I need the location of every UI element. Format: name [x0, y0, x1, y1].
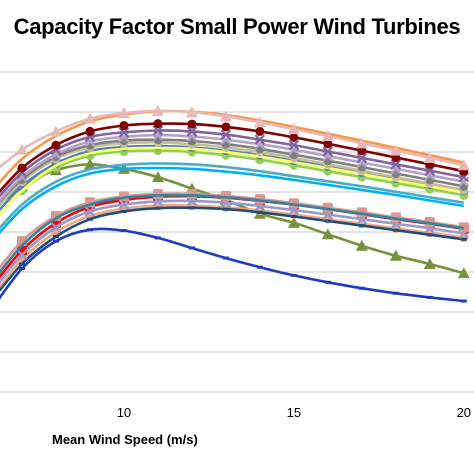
data-point [120, 209, 127, 213]
x-axis-label: Mean Wind Speed (m/s) [52, 432, 198, 447]
data-point [321, 228, 334, 240]
data-point [290, 214, 297, 218]
series-0 [0, 227, 467, 303]
data-point [17, 174, 27, 184]
data-point [321, 130, 334, 141]
data-point [220, 129, 232, 140]
data-point [323, 139, 333, 149]
data-point [18, 262, 25, 266]
data-point [120, 229, 127, 233]
series-9 [0, 166, 465, 235]
data-point [118, 199, 130, 210]
data-point [290, 273, 297, 277]
series-8 [0, 162, 465, 230]
data-point [256, 210, 263, 214]
data-point [186, 126, 198, 137]
data-point [358, 224, 365, 228]
series-line [0, 162, 465, 230]
data-point [18, 267, 25, 271]
data-point [322, 146, 334, 157]
data-point [85, 126, 95, 136]
data-point [86, 228, 93, 232]
data-point [256, 265, 263, 269]
series-line [0, 193, 464, 274]
data-point [187, 119, 197, 129]
data-point [457, 159, 470, 171]
data-point [117, 107, 130, 119]
data-point [185, 106, 198, 118]
data-point [152, 125, 164, 136]
x-tick-label: 20 [457, 405, 471, 420]
data-point [392, 228, 399, 232]
data-point [423, 151, 436, 163]
data-point [389, 144, 402, 156]
data-point [253, 116, 266, 128]
series-15 [0, 129, 470, 203]
data-point [289, 132, 299, 142]
data-point [221, 122, 231, 132]
data-point [83, 112, 96, 124]
series-lines [0, 104, 470, 303]
data-point [52, 235, 59, 239]
data-point [153, 119, 163, 129]
data-point [426, 295, 433, 299]
data-point [49, 125, 62, 137]
data-point [355, 137, 368, 149]
series-19 [0, 104, 470, 171]
series-4 [0, 206, 467, 293]
data-point [222, 256, 229, 260]
data-point [222, 207, 229, 211]
data-point [254, 134, 266, 145]
data-point [324, 219, 331, 223]
series-5 [0, 195, 470, 283]
data-point [423, 258, 436, 269]
data-point [15, 143, 28, 155]
data-point [219, 110, 232, 122]
data-point [119, 120, 129, 130]
data-point [287, 123, 300, 135]
x-tick-labels: 10 15 20 [117, 405, 471, 420]
data-point [118, 127, 130, 138]
data-point [389, 249, 402, 261]
data-point [51, 140, 61, 150]
data-point [355, 239, 368, 251]
series-12 [0, 146, 465, 216]
data-point [16, 249, 28, 261]
data-point [287, 216, 300, 228]
data-point [52, 239, 59, 243]
data-point [390, 159, 402, 170]
data-point [255, 126, 265, 136]
data-point [154, 206, 161, 210]
data-point [17, 163, 27, 173]
data-point [50, 222, 62, 233]
data-point [426, 233, 433, 237]
series-line [0, 166, 465, 235]
data-point [358, 286, 365, 290]
data-point [392, 291, 399, 295]
data-point [188, 206, 195, 210]
data-point [83, 158, 96, 170]
data-point [154, 236, 161, 240]
series-line [0, 146, 465, 216]
data-point [84, 206, 96, 217]
data-point [324, 280, 331, 284]
data-point [460, 299, 467, 303]
data-point [151, 171, 164, 183]
data-point [357, 146, 367, 156]
series-7 [0, 193, 464, 274]
chart-title: Capacity Factor Small Power Wind Turbine… [13, 14, 461, 39]
data-point [288, 139, 300, 151]
data-point [151, 104, 164, 116]
x-tick-label: 10 [117, 405, 131, 420]
series-17 [0, 119, 469, 193]
data-point [86, 217, 93, 221]
data-point [188, 246, 195, 250]
data-point [460, 237, 467, 241]
data-point [424, 165, 436, 177]
data-point [457, 267, 470, 279]
data-point [356, 152, 368, 164]
x-tick-label: 15 [287, 405, 301, 420]
